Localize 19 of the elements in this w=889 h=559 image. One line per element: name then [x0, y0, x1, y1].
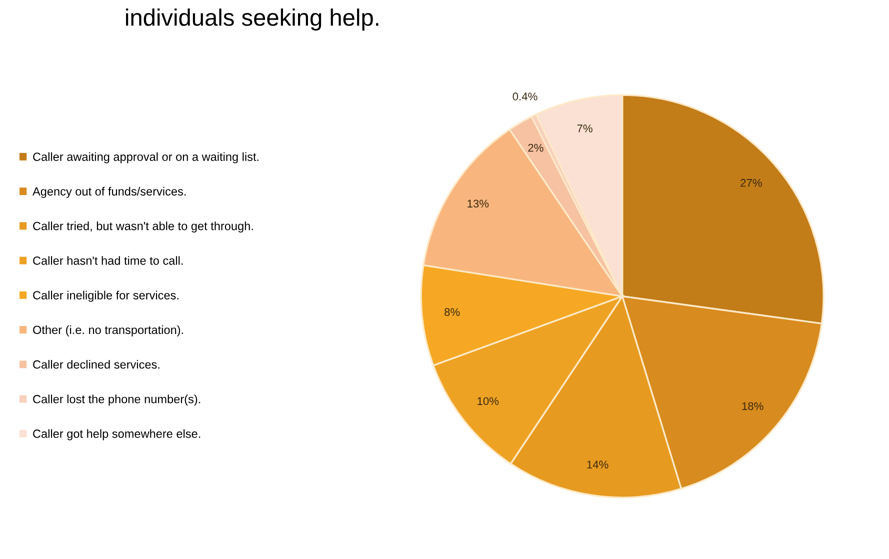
data-label: 10% [478, 397, 499, 406]
data-label: 0.4% [512, 92, 538, 100]
legend-label: Caller ineligible for services. [33, 290, 178, 302]
legend-label: Caller got help somewhere else. [33, 429, 200, 440]
data-label: 18% [742, 402, 764, 410]
chart-title: individuals seeking help. [126, 8, 378, 31]
data-label: 7% [577, 124, 592, 132]
legend-label: Caller awaiting approval or on a waiting list. [33, 152, 258, 164]
data-label: 27% [740, 178, 762, 187]
data-label: 2% [528, 144, 544, 152]
legend-label: Caller hasn't had time to call. [33, 256, 183, 265]
legend-label: Caller declined services. [33, 360, 160, 369]
legend-label: Caller tried, but wasn't able to get through. [33, 222, 253, 233]
legend-label: Caller lost the phone number(s). [33, 394, 200, 406]
data-label: 8% [444, 308, 460, 316]
data-label: 13% [468, 200, 489, 208]
legend-label: Agency out of funds/services. [32, 186, 186, 198]
legend-label: Other (i.e. no transportation). [33, 325, 183, 336]
data-label: 14% [587, 460, 608, 468]
